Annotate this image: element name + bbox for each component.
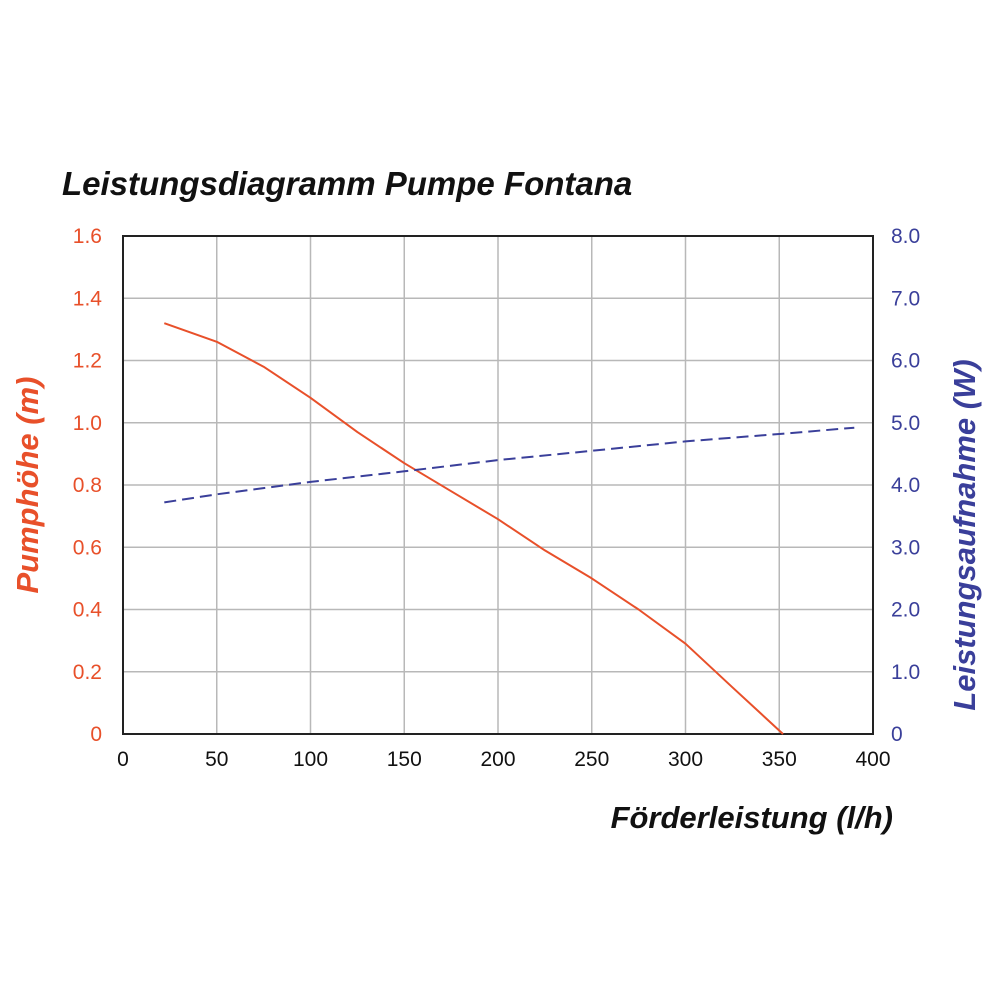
- y-right-tick-label: 0: [891, 723, 903, 746]
- y-left-tick-label: 0.6: [73, 536, 102, 559]
- y-left-tick-label: 0.2: [73, 661, 102, 684]
- y-right-tick-label: 4.0: [891, 474, 920, 497]
- x-tick-label: 300: [668, 748, 703, 771]
- y-axis-label-left: Pumphöhe (m): [10, 377, 45, 594]
- y-right-tick-label: 2.0: [891, 599, 920, 622]
- y-right-tick-label: 1.0: [891, 661, 920, 684]
- x-tick-label: 100: [293, 748, 328, 771]
- y-right-tick-label: 3.0: [891, 536, 920, 559]
- x-tick-label: 200: [480, 748, 515, 771]
- series-layer: [163, 322, 855, 735]
- x-tick-label: 400: [855, 748, 890, 771]
- series-line-leistungsaufnahme: [164, 426, 855, 504]
- y-left-tick-label: 1.0: [73, 412, 102, 435]
- x-axis-label: Förderleistung (l/h): [611, 800, 893, 835]
- y-left-tick-label: 1.2: [73, 350, 102, 373]
- y-left-tick-label: 0.4: [73, 599, 103, 622]
- y-left-tick-label: 1.4: [73, 287, 103, 310]
- x-tick-label: 350: [762, 748, 797, 771]
- x-tick-label: 250: [574, 748, 609, 771]
- y-left-tick-label: 0.8: [73, 474, 102, 497]
- x-tick-label: 150: [387, 748, 422, 771]
- series-line-pumphoehe: [163, 322, 784, 735]
- y-axis-label-right: Leistungsaufnahme (W): [947, 359, 982, 710]
- y-right-tick-label: 5.0: [891, 412, 920, 435]
- y-right-tick-label: 6.0: [891, 350, 920, 373]
- chart-title: Leistungsdiagramm Pumpe Fontana: [62, 165, 632, 202]
- y-left-tick-label: 0: [90, 723, 102, 746]
- x-tick-label: 50: [205, 748, 228, 771]
- x-tick-label: 0: [117, 748, 129, 771]
- y-right-tick-label: 7.0: [891, 287, 920, 310]
- y-left-tick-label: 1.6: [73, 225, 102, 248]
- y-right-tick-label: 8.0: [891, 225, 920, 248]
- grid: [123, 236, 873, 734]
- plot-frame: [122, 235, 874, 735]
